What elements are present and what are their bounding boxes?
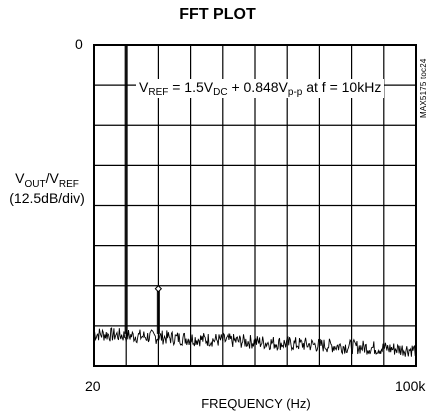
y-axis-label-line1: VOUT/VREF: [15, 170, 79, 190]
fft-trace: [93, 45, 417, 357]
annotation: VREF = 1.5VDC + 0.848Vp-p at f = 10kHz: [136, 79, 385, 98]
chart-title: FFT PLOT: [179, 6, 256, 23]
noise-floor-trace: [93, 327, 417, 357]
side-tag: MAX5175 toc24: [419, 58, 428, 118]
x-axis-label: FREQUENCY (Hz): [201, 396, 311, 411]
grid-lines: [94, 45, 416, 366]
plot-border: [93, 44, 417, 367]
peak-marker: [154, 285, 163, 293]
x-tick-label-start: 20: [85, 378, 101, 394]
y-tick-label-top: 0: [75, 36, 83, 52]
y-axis-label-line2: (12.5dB/div): [9, 189, 85, 206]
x-tick-label-end: 100k: [395, 378, 426, 394]
y-axis-label: VOUT/VREF (12.5dB/div): [0, 170, 94, 206]
